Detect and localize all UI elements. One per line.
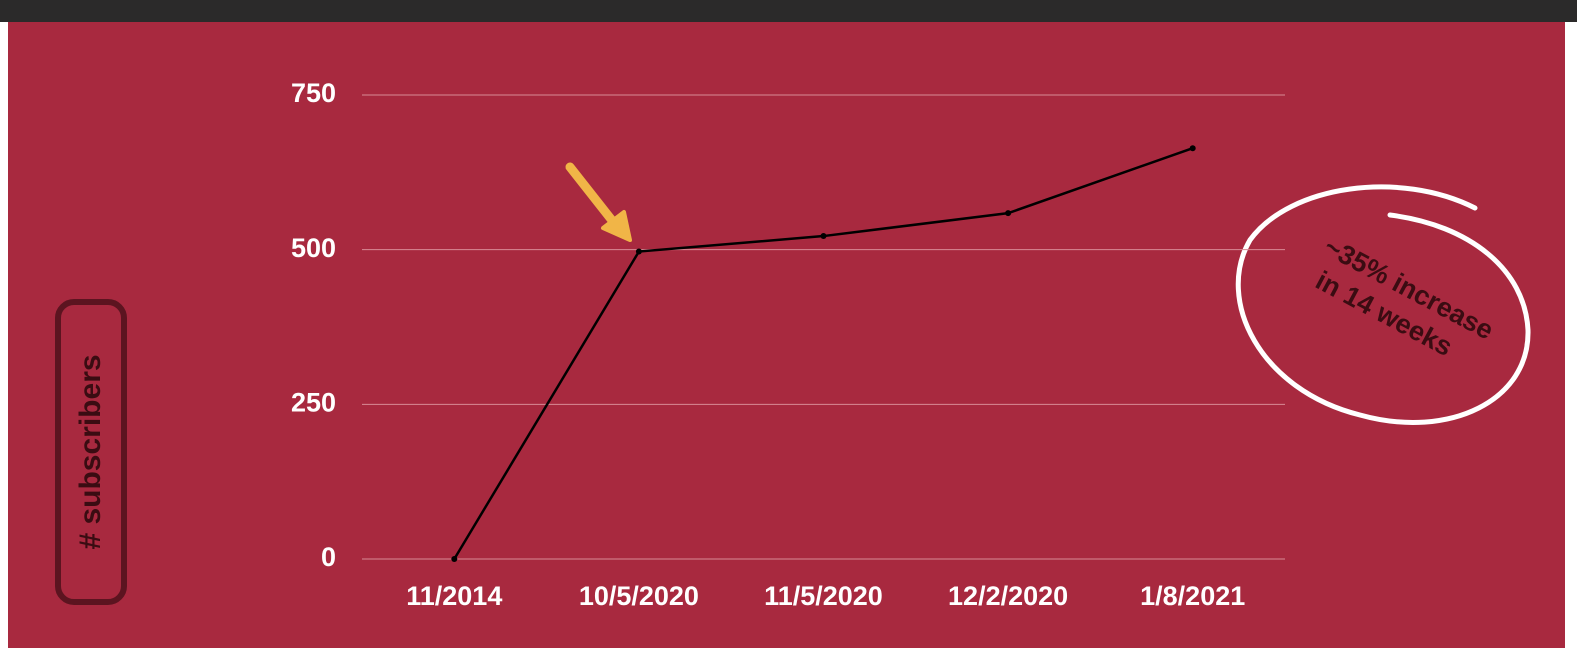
point — [1189, 145, 1196, 152]
y-tick-label: 750 — [291, 78, 336, 108]
point — [820, 233, 827, 240]
arrow-head — [601, 210, 632, 242]
x-tick-label: 11/5/2020 — [764, 581, 883, 611]
ylabel-box — [55, 299, 127, 605]
x-tick-label: 11/2014 — [406, 581, 502, 611]
y-tick-label: 250 — [291, 387, 336, 417]
y-tick-label: 500 — [291, 233, 336, 263]
x-tick-label: 1/8/2021 — [1140, 581, 1245, 611]
x-tick-label: 12/2/2020 — [948, 581, 1068, 611]
point — [635, 248, 642, 255]
top-bar — [0, 0, 1577, 22]
point — [1005, 210, 1012, 217]
y-tick-label: 0 — [321, 542, 336, 572]
y-axis-label: # subscribers — [74, 354, 107, 549]
arrow — [565, 162, 623, 233]
annotation-circle — [1235, 184, 1531, 425]
x-tick-label: 10/5/2020 — [579, 581, 699, 611]
background — [8, 22, 1565, 648]
point — [451, 556, 458, 562]
